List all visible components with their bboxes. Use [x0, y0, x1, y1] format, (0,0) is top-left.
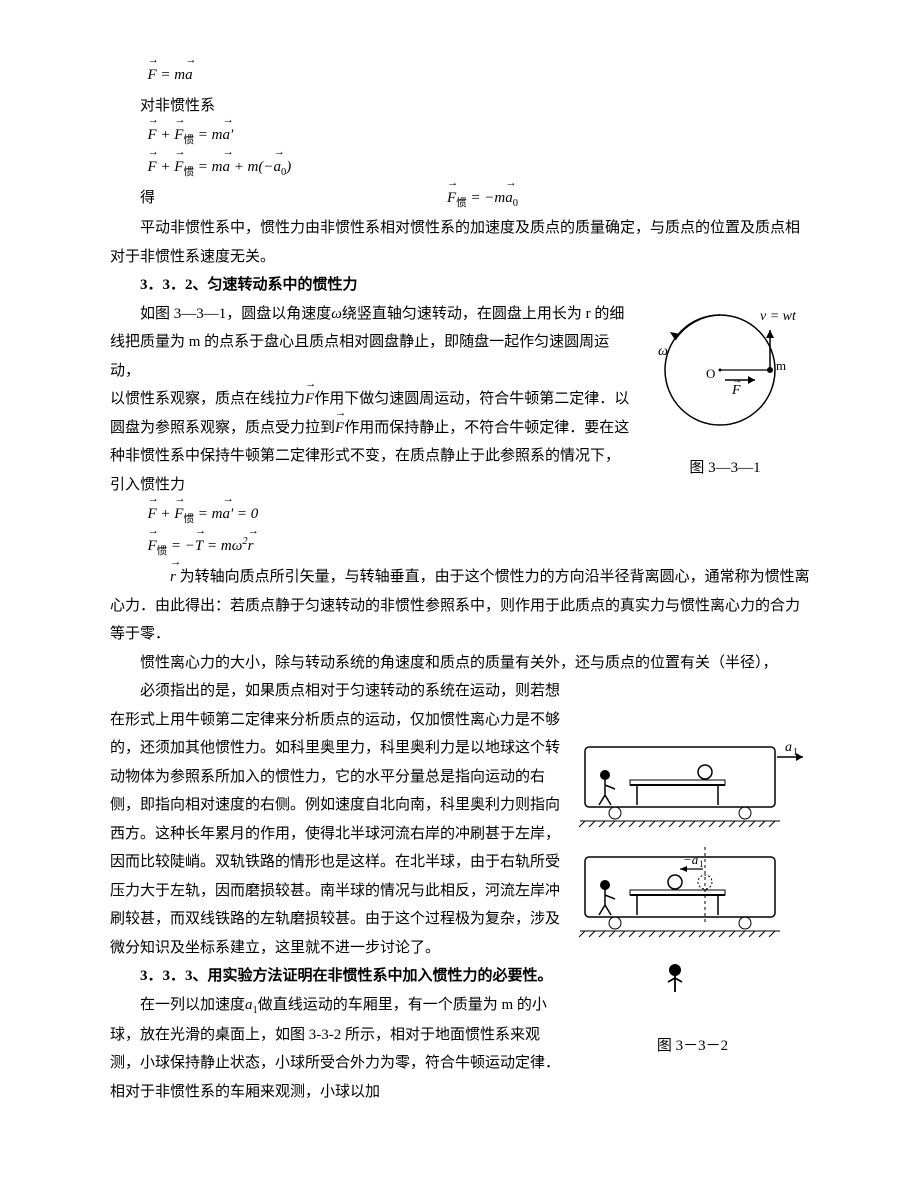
- equation-2: F + F惯 = ma': [148, 120, 811, 152]
- equation-3: F + F惯 = ma + m(−a0): [148, 152, 811, 184]
- figure-332-caption: 图 3－3－2: [575, 1032, 810, 1061]
- svg-text:1: 1: [793, 747, 798, 758]
- paragraph-1: 平动非惯性系中，惯性力由非惯性系相对惯性系的加速度及质点的质量确定，与质点的位置…: [110, 214, 810, 271]
- text-line-1: 对非惯性系: [110, 92, 810, 121]
- svg-text:a: a: [785, 740, 792, 755]
- equation-6: F惯 = −T = mω2r: [148, 531, 811, 563]
- figure-331-caption: 图 3—3—1: [640, 454, 810, 483]
- line-de-eq4: 得 F惯 = −ma0: [110, 184, 810, 214]
- svg-text:−a: −a: [683, 852, 699, 867]
- svg-text:O: O: [706, 366, 715, 381]
- svg-text:→: →: [732, 375, 742, 386]
- svg-text:1: 1: [699, 859, 704, 869]
- svg-text:ω: ω: [658, 344, 668, 359]
- figure-332: a 1: [575, 737, 810, 1060]
- figure-331: ω v = wt O m F → 图 3—3—1: [640, 300, 810, 483]
- svg-text:v = wt: v = wt: [760, 309, 797, 324]
- svg-text:m: m: [776, 358, 786, 373]
- paragraph-4: r 为转轴向质点所引矢量，与转轴垂直，由于这个惯性力的方向沿半径背离圆心，通常称…: [110, 563, 810, 649]
- equation-1: F = ma: [148, 60, 811, 92]
- heading-332: 3．3．2、匀速转动系中的惯性力: [110, 271, 810, 300]
- paragraph-5: 惯性离心力的大小，除与转动系统的角速度和质点的质量有关外，还与质点的位置有关（半…: [110, 649, 810, 678]
